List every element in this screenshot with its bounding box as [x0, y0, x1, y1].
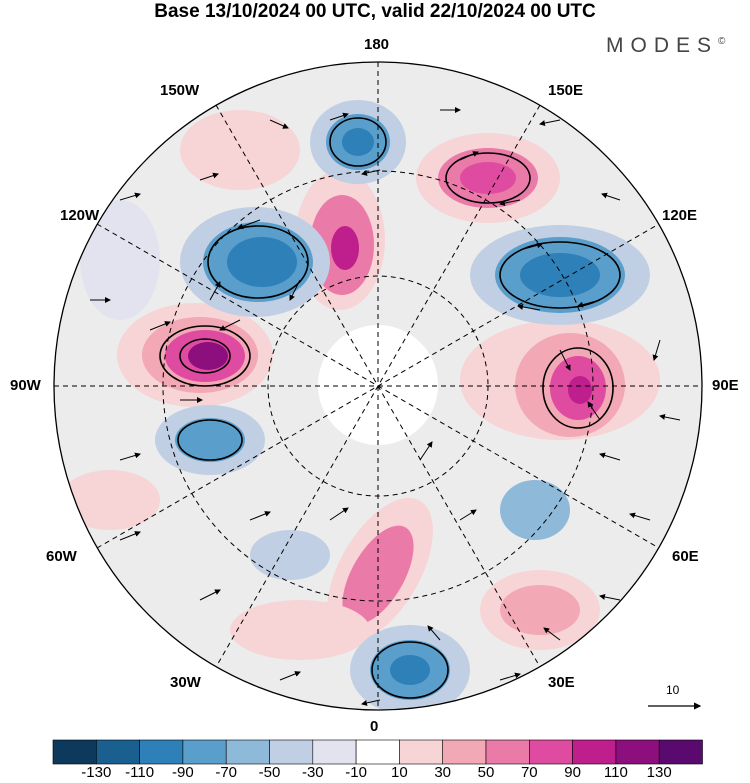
colorbar-swatch [572, 739, 617, 765]
wind-vectors [90, 107, 681, 706]
colorbar-tick-label: -30 [301, 764, 324, 781]
colorbar-tick-label: 110 [603, 764, 628, 781]
colorbar-tick-label: 50 [477, 764, 495, 781]
colorbar-swatch [52, 739, 97, 765]
colorbar-tick-label: 30 [434, 764, 452, 781]
negative-anomaly-f [500, 480, 570, 540]
colorbar-swatch [658, 739, 703, 765]
colorbar-tick-label: 130 [646, 764, 672, 781]
colorbar-swatch [269, 739, 314, 765]
map-boundary [53, 61, 703, 711]
modes-logo: MODES© [606, 34, 725, 58]
colorbar-swatch [312, 739, 357, 765]
colorbar-swatch [615, 739, 660, 765]
colorbar-tick-label: -50 [258, 764, 281, 781]
colorbar-tick-label: -90 [172, 764, 194, 781]
positive-anomaly-h [180, 110, 300, 190]
positive-anomaly-f [480, 570, 600, 650]
colorbar-swatch [399, 739, 443, 765]
polar-region [318, 325, 438, 445]
lon-label-60e: 60E [672, 548, 699, 565]
lon-label-120w: 120W [60, 207, 100, 224]
lon-label-30e: 30E [548, 674, 575, 691]
lon-label-150e: 150E [548, 82, 584, 99]
lon-label-30w: 30W [170, 674, 201, 691]
colorbar-tick-label: -130 [81, 764, 112, 781]
positive-anomaly-i [60, 470, 160, 530]
lon-label-150w: 150W [160, 82, 200, 99]
lon-label-60w: 60W [46, 548, 77, 565]
colorbar-swatch [442, 739, 487, 765]
lon-label-90w: 90W [10, 377, 41, 394]
colorbar-tick-label: -10 [345, 764, 367, 781]
anomaly-field [54, 62, 702, 710]
positive-anomaly-c [416, 133, 560, 223]
brand-mark: © [718, 36, 726, 47]
colorbar-swatch [528, 739, 573, 765]
negative-anomaly-d [155, 405, 265, 475]
colorbar-tick-label: -70 [215, 764, 238, 781]
negative-anomaly-h [80, 200, 160, 320]
lon-label-0: 0 [370, 718, 379, 735]
colorbar-swatch [355, 739, 400, 765]
negative-anomaly-a [180, 207, 330, 317]
lon-label-120e: 120E [662, 207, 698, 224]
lon-label-90e: 90E [712, 377, 739, 394]
colorbar-tick-label: -110 [125, 764, 155, 781]
negative-anomaly-c [310, 100, 406, 184]
graticule [54, 62, 702, 710]
colorbar-swatch [225, 739, 270, 765]
negative-anomaly-b [470, 225, 650, 325]
colorbar-swatch [96, 739, 140, 765]
colorbar-swatch [182, 739, 227, 765]
contour-lines [159, 117, 621, 699]
negative-anomaly-g [250, 530, 330, 580]
colorbar-tick-label: 70 [520, 764, 538, 781]
brand-name: MODES [606, 34, 719, 57]
map-title: Base 13/10/2024 00 UTC, valid 22/10/2024… [154, 1, 596, 22]
lon-label-180: 180 [364, 36, 390, 53]
positive-anomaly-g [230, 600, 370, 660]
colorbar-swatch [139, 739, 184, 765]
colorbar-tick-label: 10 [391, 764, 408, 781]
negative-anomaly-e [350, 625, 470, 710]
colorbar-tick-label: 90 [564, 764, 581, 781]
colorbar-swatch [485, 739, 530, 765]
colorbar [52, 739, 703, 765]
vector-scale-label: 10 [666, 683, 680, 697]
